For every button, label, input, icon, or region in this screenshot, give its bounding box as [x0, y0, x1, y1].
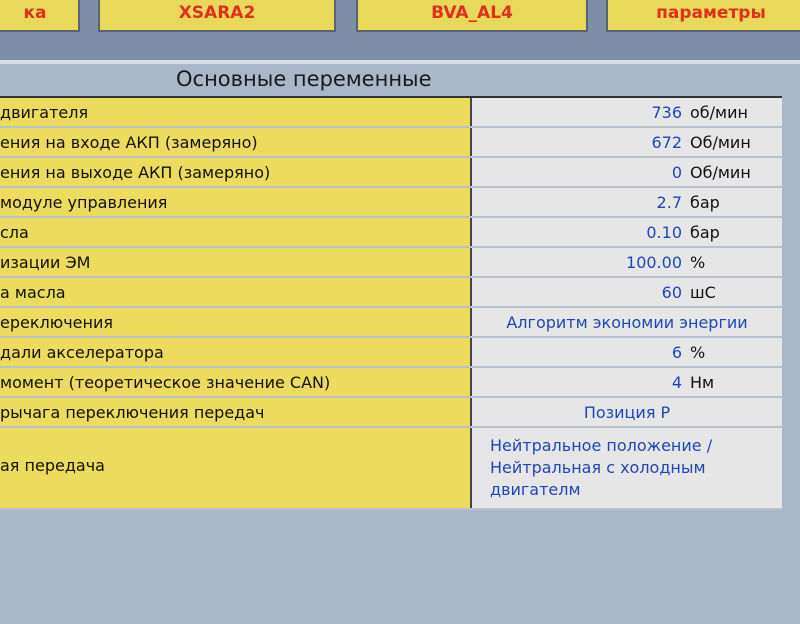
- button-label: XSARA2: [178, 3, 256, 23]
- button-label: ка: [23, 3, 47, 23]
- value-unit: шС: [690, 282, 716, 302]
- table-row[interactable]: модуле управления 2.7 бар: [0, 188, 782, 218]
- row-value: 672 Об/мин: [472, 128, 782, 156]
- row-value: 2.7 бар: [472, 188, 782, 216]
- top-button-bva-al4[interactable]: BVA_AL4: [356, 0, 588, 32]
- row-label: изации ЭМ: [0, 248, 472, 276]
- main-variables-panel: Основные переменные двигателя 736 об/мин ен…: [0, 60, 800, 624]
- table-row[interactable]: ения на выходе АКП (замеряно) 0 Об/мин: [0, 158, 782, 188]
- row-label: ения на выходе АКП (замеряно): [0, 158, 472, 186]
- table-row[interactable]: ереключения Алгоритм экономии энергии: [0, 308, 782, 338]
- row-label: дали акселератора: [0, 338, 472, 366]
- top-button-1[interactable]: ка: [0, 0, 80, 32]
- row-value: 736 об/мин: [472, 98, 782, 126]
- row-value: Позиция P: [472, 398, 782, 426]
- variables-table: двигателя 736 об/мин ения на входе АКП (зам…: [0, 96, 782, 510]
- row-value: 4 Нм: [472, 368, 782, 396]
- button-label: параметры: [656, 3, 766, 23]
- table-row[interactable]: момент (теоретическое значение CAN) 4 Нм: [0, 368, 782, 398]
- value-number: 4: [671, 372, 682, 392]
- row-label: сла: [0, 218, 472, 246]
- row-value: 0.10 бар: [472, 218, 782, 246]
- table-row[interactable]: изации ЭМ 100.00%: [0, 248, 782, 278]
- row-label: рычага переключения передач: [0, 398, 472, 426]
- value-unit: %: [690, 252, 706, 272]
- value-unit: об/мин: [690, 102, 748, 122]
- row-label: модуле управления: [0, 188, 472, 216]
- value-number: 60: [661, 282, 682, 302]
- button-label: BVA_AL4: [431, 3, 513, 23]
- table-row[interactable]: рычага переключения передач Позиция P: [0, 398, 782, 428]
- value-unit: Об/мин: [690, 132, 751, 152]
- top-button-parameters[interactable]: параметры: [606, 0, 800, 32]
- top-button-xsara2[interactable]: XSARA2: [98, 0, 336, 32]
- value-unit: Нм: [690, 372, 715, 392]
- row-value: 6%: [472, 338, 782, 366]
- panel-title: Основные переменные: [176, 67, 432, 91]
- row-label: ения на входе АКП (замеряно): [0, 128, 472, 156]
- value-unit: Об/мин: [690, 162, 751, 182]
- value-number: 736: [651, 102, 682, 122]
- value-number: 0.10: [646, 222, 682, 242]
- row-label: ая передача: [0, 428, 472, 508]
- value-unit: бар: [690, 192, 720, 212]
- row-label: а масла: [0, 278, 472, 306]
- value-number: 0: [671, 162, 682, 182]
- row-label: ереключения: [0, 308, 472, 336]
- table-row[interactable]: ения на входе АКП (замеряно) 672 Об/мин: [0, 128, 782, 158]
- table-row[interactable]: дали акселератора 6%: [0, 338, 782, 368]
- value-number: 672: [651, 132, 682, 152]
- row-value: 60 шС: [472, 278, 782, 306]
- table-row[interactable]: ая передача Нейтральное положение / Нейтр…: [0, 428, 782, 510]
- table-row[interactable]: а масла 60 шС: [0, 278, 782, 308]
- value-unit: бар: [690, 222, 720, 242]
- row-value: Алгоритм экономии энергии: [472, 308, 782, 336]
- row-label: момент (теоретическое значение CAN): [0, 368, 472, 396]
- table-row[interactable]: сла 0.10 бар: [0, 218, 782, 248]
- value-number: 100.00: [626, 252, 682, 272]
- row-value: 100.00%: [472, 248, 782, 276]
- row-value: 0 Об/мин: [472, 158, 782, 186]
- value-unit: %: [690, 342, 706, 362]
- value-number: 2.7: [656, 192, 682, 212]
- row-value: Нейтральное положение / Нейтральная с хо…: [472, 428, 782, 508]
- table-row[interactable]: двигателя 736 об/мин: [0, 98, 782, 128]
- value-number: 6: [671, 342, 682, 362]
- row-label: двигателя: [0, 98, 472, 126]
